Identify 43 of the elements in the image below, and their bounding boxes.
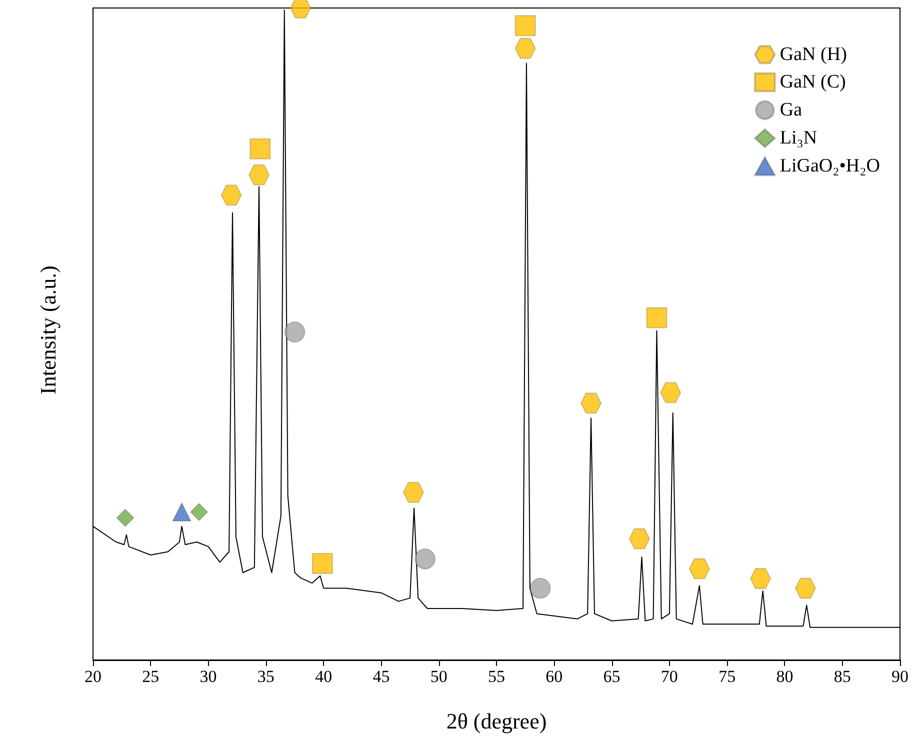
x-tick-label: 70 xyxy=(660,667,678,686)
point xyxy=(688,558,710,580)
point xyxy=(514,15,536,36)
x-tick-label: 25 xyxy=(142,667,160,686)
x-tick-label: 80 xyxy=(776,667,794,686)
point xyxy=(250,138,271,160)
x-tick-label: 90 xyxy=(892,667,908,686)
legend-label: GaN (H) xyxy=(780,44,847,66)
legend-label: Li₃N xyxy=(780,128,818,149)
point xyxy=(414,548,436,570)
point xyxy=(794,578,816,599)
x-tick-label: 50 xyxy=(430,667,448,686)
legend-label: LiGaO₂•H₂O xyxy=(780,156,880,177)
point xyxy=(402,482,424,503)
point xyxy=(172,502,192,522)
x-tick-label: 75 xyxy=(718,667,736,686)
point xyxy=(646,307,668,328)
point xyxy=(190,502,208,521)
x-tick-label: 30 xyxy=(200,667,217,686)
point xyxy=(750,568,772,589)
y-axis-title: Intensity (a.u.) xyxy=(36,266,60,394)
point xyxy=(116,508,134,527)
point xyxy=(248,164,270,186)
point xyxy=(290,0,312,18)
x-tick-label: 55 xyxy=(488,667,505,686)
point xyxy=(580,392,602,414)
point xyxy=(312,553,333,574)
x-tick-label: 45 xyxy=(372,667,390,686)
point xyxy=(284,322,306,343)
legend-label: Ga xyxy=(780,100,803,121)
x-tick-label: 85 xyxy=(834,667,851,686)
point xyxy=(628,528,650,550)
x-axis-title: 2θ (degree) xyxy=(446,708,547,734)
point xyxy=(530,578,551,599)
x-tick-label: 20 xyxy=(84,667,102,686)
x-tick-label: 60 xyxy=(546,667,563,686)
x-tick-label: 40 xyxy=(315,667,332,686)
x-tick-label: 35 xyxy=(257,667,274,686)
legend-label: GaN (C) xyxy=(780,72,846,93)
point xyxy=(660,382,682,404)
point xyxy=(220,184,242,206)
x-tick-label: 65 xyxy=(603,667,620,686)
point xyxy=(514,38,536,59)
